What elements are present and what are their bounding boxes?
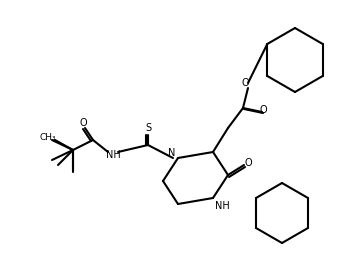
Text: CH₃: CH₃: [40, 132, 56, 142]
Text: N: N: [168, 148, 176, 158]
Text: NH: NH: [215, 201, 229, 211]
Text: O: O: [79, 118, 87, 128]
Text: O: O: [241, 78, 249, 88]
Text: NH: NH: [105, 150, 120, 160]
Text: O: O: [259, 105, 267, 115]
Text: O: O: [244, 158, 252, 168]
Text: S: S: [145, 123, 151, 133]
